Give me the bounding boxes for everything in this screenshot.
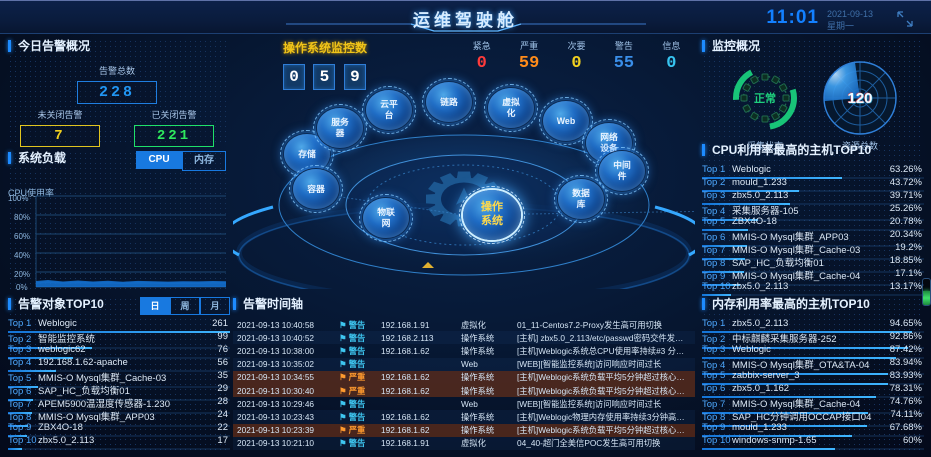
svg-text:40%: 40% xyxy=(14,251,30,260)
svg-text:0%: 0% xyxy=(16,283,28,292)
svg-text:20%: 20% xyxy=(14,270,30,279)
svg-text:80%: 80% xyxy=(14,213,30,222)
svg-text:60%: 60% xyxy=(14,232,30,241)
svg-text:120: 120 xyxy=(847,90,872,107)
svg-text:100%: 100% xyxy=(8,194,28,203)
svg-text:正常: 正常 xyxy=(754,91,776,105)
